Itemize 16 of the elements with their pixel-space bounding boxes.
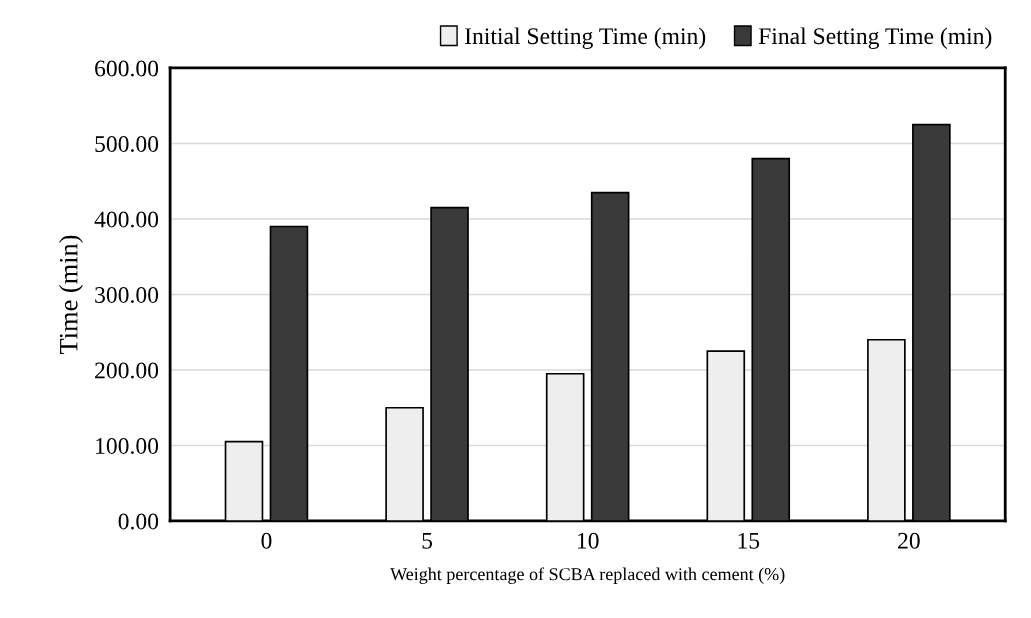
x-axis-title: Weight percentage of SCBA replaced with cement (%) bbox=[390, 567, 785, 584]
x-tick-label: 15 bbox=[738, 532, 760, 549]
legend-label: Initial Setting Time (min) bbox=[465, 27, 706, 49]
y-tick-label: 100.00 bbox=[96, 437, 159, 454]
y-tick-label: 600.00 bbox=[95, 60, 159, 77]
y-tick-label: 200.00 bbox=[95, 362, 159, 379]
legend-label: Final Setting Time (min) bbox=[758, 27, 992, 49]
x-tick-label: 5 bbox=[422, 533, 433, 549]
x-tick-label: 10 bbox=[577, 532, 599, 549]
y-tick-label: 0.00 bbox=[118, 513, 159, 530]
x-tick-label: 20 bbox=[898, 532, 920, 549]
y-axis-title: Time (min) bbox=[59, 235, 83, 354]
y-tick-label: 400.00 bbox=[94, 211, 159, 228]
x-tick-label: 0 bbox=[261, 532, 272, 549]
y-tick-label: 300.00 bbox=[95, 286, 159, 303]
y-tick-label: 500.00 bbox=[95, 135, 159, 153]
